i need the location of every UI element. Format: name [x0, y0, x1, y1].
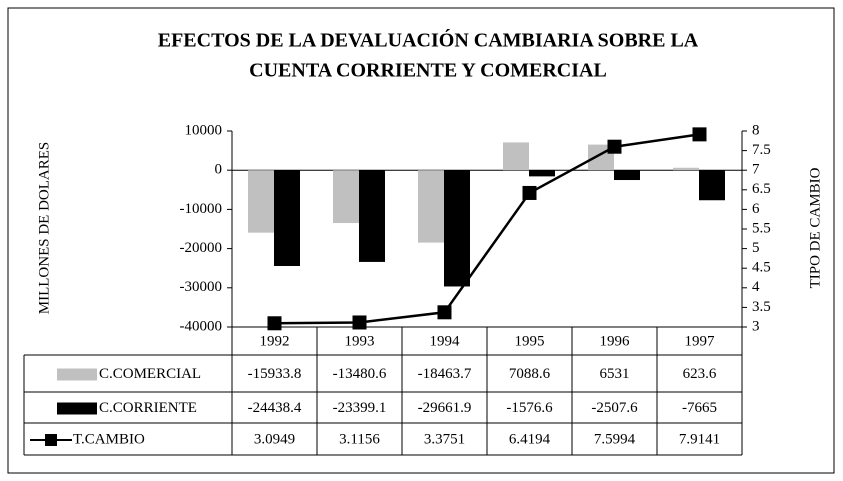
y2-tick-label: 6: [752, 201, 760, 217]
y-tick-label: -20000: [180, 240, 223, 256]
bar: [673, 167, 699, 171]
y2-axis-label: TIPO DE CAMBIO: [807, 167, 823, 288]
bar: [248, 170, 274, 233]
line-marker: [352, 315, 367, 330]
line-marker: [437, 305, 452, 320]
x-tick-label: 1992: [260, 333, 290, 349]
y-tick-label: 0: [215, 162, 223, 178]
x-tick-label: 1994: [430, 333, 461, 349]
legend-label: T.CAMBIO: [73, 431, 145, 447]
table-value: -23399.1: [333, 400, 387, 416]
bar: [274, 170, 300, 266]
bar: [333, 170, 359, 224]
y-tick-label: 10000: [185, 122, 223, 138]
table-value: -1576.6: [506, 400, 553, 416]
chart-frame: [7, 7, 835, 474]
line-marker: [607, 139, 622, 154]
y-tick-label: -30000: [180, 279, 223, 295]
table-value: 7088.6: [509, 366, 551, 382]
table-value: -24438.4: [248, 400, 302, 416]
table-value: 3.1156: [339, 431, 380, 447]
bar: [529, 170, 555, 177]
y2-tick-label: 4.5: [752, 260, 771, 276]
table-value: 3.0949: [254, 431, 295, 447]
table-value: 6.4194: [509, 431, 551, 447]
y-tick-label: -10000: [180, 201, 223, 217]
bar: [503, 142, 529, 171]
y2-tick-label: 8: [752, 122, 760, 138]
y2-tick-label: 3.5: [752, 299, 771, 315]
legend-key: [57, 368, 97, 381]
y2-tick-label: 5: [752, 240, 760, 256]
legend-label: C.CORRIENTE: [99, 400, 197, 416]
y-tick-label: -40000: [180, 318, 223, 334]
table-value: -15933.8: [248, 366, 302, 382]
table-value: -2507.6: [591, 400, 638, 416]
chart-title: CUENTA CORRIENTE Y COMERCIAL: [249, 60, 607, 82]
bar: [699, 170, 725, 201]
chart-title: EFECTOS DE LA DEVALUACIÓN CAMBIARIA SOBR…: [158, 28, 699, 52]
table-value: -13480.6: [333, 366, 387, 382]
line-series: [274, 133, 700, 325]
table-value: -29661.9: [418, 400, 472, 416]
x-tick-label: 1993: [345, 333, 375, 349]
x-tick-label: 1995: [515, 333, 545, 349]
legend-label: C.COMERCIAL: [99, 366, 201, 382]
line-marker: [267, 316, 282, 331]
x-tick-label: 1997: [685, 333, 716, 349]
y2-tick-label: 5.5: [752, 220, 771, 236]
y2-tick-label: 7: [752, 162, 760, 178]
legend-marker: [45, 434, 57, 446]
y-axis-label: MILLONES DE DOLARES: [36, 142, 52, 315]
line-marker: [522, 185, 537, 200]
bar: [359, 170, 385, 262]
line-marker: [692, 127, 707, 142]
x-tick-label: 1996: [600, 333, 631, 349]
table-value: 7.5994: [594, 431, 636, 447]
y2-tick-label: 3: [752, 318, 760, 334]
bar: [614, 170, 640, 181]
table-value: 7.9141: [679, 431, 720, 447]
table-value: 623.6: [683, 366, 717, 382]
table-value: 6531: [600, 366, 630, 382]
y2-tick-label: 6.5: [752, 181, 771, 197]
table-value: -18463.7: [418, 366, 472, 382]
bar: [444, 170, 470, 287]
y2-tick-label: 7.5: [752, 142, 771, 158]
table-value: -7665: [682, 400, 717, 416]
legend-key: [57, 402, 97, 415]
y2-tick-label: 4: [752, 279, 760, 295]
table-value: 3.3751: [424, 431, 465, 447]
bar: [418, 170, 444, 243]
